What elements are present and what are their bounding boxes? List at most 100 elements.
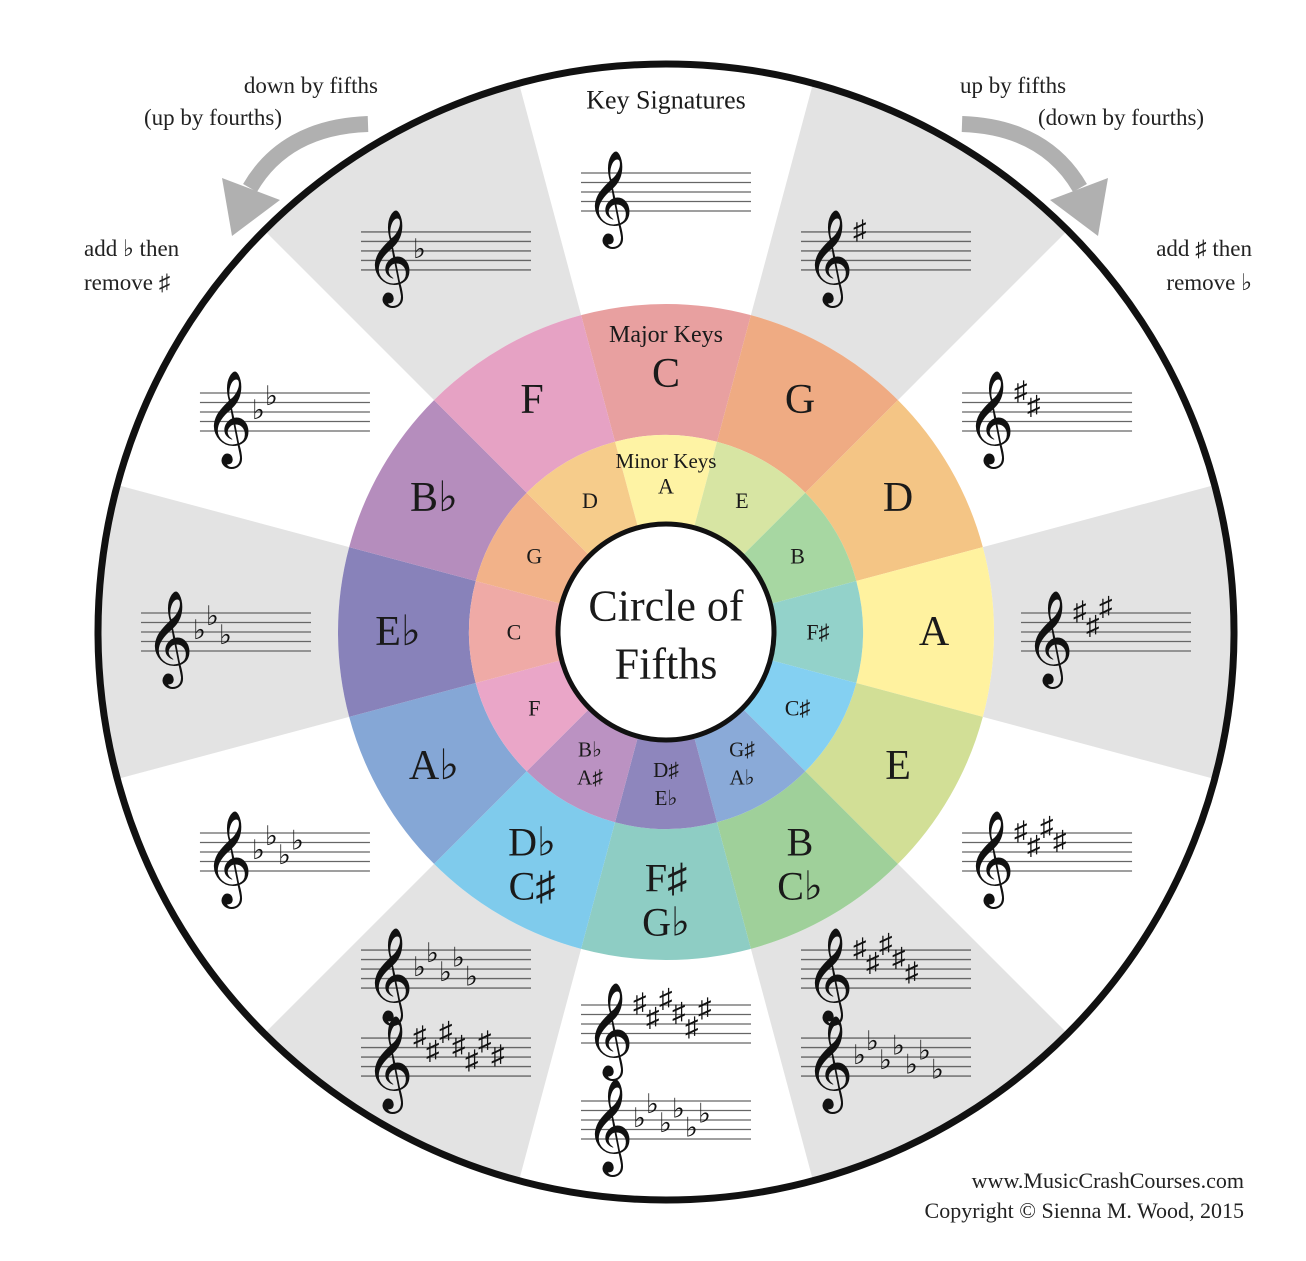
sharp-icon: ♯ (905, 957, 919, 987)
right-arrow-icon (961, 116, 1108, 236)
key-signature-6-a: 𝄞 ♯ ♯♯ ♯ ♯♯ (581, 983, 751, 1081)
key-signatures-label: Key Signatures (586, 86, 746, 115)
sharp-icon: ♯ (452, 1031, 466, 1061)
down-by-fifths-label: down by fifths (243, 73, 378, 98)
sharp-rule-note: add ♯ then remove ♭ (1132, 232, 1252, 300)
flat-icon: ♭ (413, 234, 426, 264)
sharp-icon: ♯ (1027, 390, 1041, 420)
sharp-icon: ♯ (685, 1012, 699, 1042)
key-signature-8: 𝄞 ♭ ♭♭ ♭ (199, 811, 370, 909)
flat-icon: ♭ (866, 1026, 879, 1056)
minor-key-6-a: D♯ (653, 758, 679, 782)
treble-clef-icon: 𝄞 (204, 811, 252, 909)
minor-segment-6 (615, 736, 717, 829)
flat-icon: ♭ (465, 962, 478, 992)
major-key-11: F (520, 377, 543, 423)
major-key-7-b: C♯ (509, 864, 556, 909)
right-arrow-icon-shaft (961, 116, 1087, 193)
treble-clef-icon: 𝄞 (145, 591, 193, 689)
sharp-icon: ♯ (1099, 591, 1113, 621)
sharp-icon: ♯ (1073, 596, 1087, 626)
major-key-7-a: D♭ (508, 820, 556, 865)
minor-key-0: A (658, 474, 674, 499)
minor-segment-3 (770, 581, 863, 683)
minor-segment-4 (742, 659, 857, 772)
sharp-icon: ♯ (659, 983, 673, 1013)
sharp-icon: ♯ (1027, 830, 1041, 860)
minor-segment-10 (475, 492, 590, 605)
flat-icon: ♭ (905, 1050, 918, 1080)
sharp-icon: ♯ (853, 933, 867, 963)
treble-clef-icon: 𝄞 (585, 983, 633, 1081)
key-signature-2: 𝄞 ♯ ♯ (962, 371, 1133, 469)
left-arrow-icon (222, 116, 369, 236)
flat-icon: ♭ (252, 395, 265, 425)
flat-icon: ♭ (672, 1094, 685, 1124)
flat-icon: ♭ (646, 1089, 659, 1119)
major-key-5-b: C♭ (777, 864, 823, 909)
key-signature-1: 𝄞 ♯ (801, 210, 971, 308)
major-key-8: A♭ (409, 743, 459, 789)
left-arrow-icon-head (222, 178, 280, 236)
flat-icon: ♭ (252, 835, 265, 865)
major-key-10: B♭ (410, 475, 458, 521)
left-arrow-icon-shaft (243, 116, 369, 193)
major-segment-9 (338, 547, 476, 717)
flat-icon: ♭ (633, 1103, 646, 1133)
sharp-icon: ♯ (491, 1040, 505, 1070)
major-segment-1 (716, 315, 898, 493)
major-key-3: A (919, 609, 950, 655)
key-signature-3: 𝄞 ♯ ♯♯ (1021, 591, 1191, 689)
flat-icon: ♭ (659, 1108, 672, 1138)
minor-key-9: C (507, 620, 522, 645)
credit-copyright: Copyright © Sienna M. Wood, 2015 (924, 1198, 1244, 1223)
key-signature-4: 𝄞 ♯ ♯♯ ♯ (962, 811, 1133, 909)
flat-icon: ♭ (892, 1031, 905, 1061)
sharp-icon: ♯ (633, 988, 647, 1018)
sharp-icon: ♯ (853, 215, 867, 245)
treble-clef-icon: 𝄞 (365, 928, 413, 1026)
major-keys-label: Major Keys (609, 322, 723, 348)
flat-icon: ♭ (918, 1035, 931, 1065)
flat-icon: ♭ (206, 601, 219, 631)
key-signature-6-b: 𝄞 ♭ ♭♭ ♭♭ ♭ (581, 1079, 751, 1177)
key-signature-7-a: 𝄞 ♭ ♭♭ ♭♭ (361, 928, 531, 1026)
major-segment-11 (434, 315, 616, 493)
minor-key-8: F (528, 696, 540, 721)
title-line1: Circle of (588, 582, 744, 631)
sharp-icon: ♯ (1086, 610, 1100, 640)
treble-clef-icon: 𝄞 (805, 210, 853, 308)
major-segment-7 (434, 771, 616, 949)
minor-key-1: E (735, 488, 748, 513)
flat-icon: ♭ (452, 943, 465, 973)
minor-segment-2 (742, 492, 857, 605)
minor-segment-8 (475, 659, 590, 772)
major-segment-8 (349, 682, 527, 864)
sharp-icon: ♯ (1040, 811, 1054, 841)
sharp-icon: ♯ (672, 998, 686, 1028)
minor-key-10: G (526, 544, 542, 569)
credit-url: www.MusicCrashCourses.com (971, 1168, 1244, 1193)
flat-icon: ♭ (193, 615, 206, 645)
flat-icon: ♭ (853, 1040, 866, 1070)
major-key-2: D (883, 475, 913, 521)
treble-clef-icon: 𝄞 (805, 1016, 853, 1114)
major-key-0: C (652, 351, 680, 397)
minor-key-5-a: G♯ (729, 738, 755, 762)
minor-segment-5 (693, 708, 806, 823)
minor-segment-0 (615, 435, 717, 528)
key-signature-9: 𝄞 ♭ ♭♭ (141, 591, 311, 689)
sharp-icon: ♯ (698, 993, 712, 1023)
minor-keys-label: Minor Keys (616, 449, 717, 473)
sharp-icon: ♯ (1014, 376, 1028, 406)
treble-clef-icon: 𝄞 (966, 371, 1014, 469)
flat-icon: ♭ (426, 938, 439, 968)
flat-rule-line2: remove ♯ (84, 270, 171, 295)
minor-key-7-b: A♯ (577, 766, 603, 790)
major-segment-5 (716, 771, 898, 949)
flat-icon: ♭ (265, 821, 278, 851)
major-key-9: E♭ (375, 609, 420, 655)
flat-icon: ♭ (219, 620, 232, 650)
